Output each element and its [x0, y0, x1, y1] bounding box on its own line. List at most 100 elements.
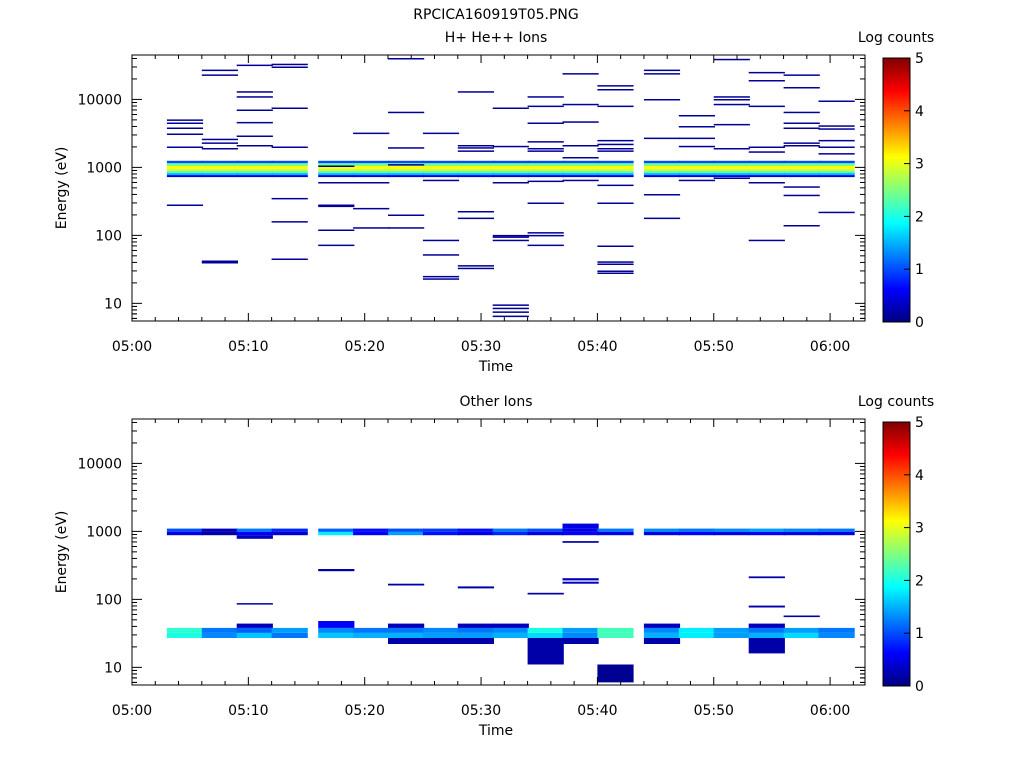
sparse-count-cell: [783, 186, 820, 188]
energy-band-cell: [748, 163, 785, 166]
sparse-count-cell: [492, 307, 529, 310]
energy-band-cell: [783, 168, 820, 172]
sparse-count-cell: [748, 146, 785, 148]
colorbar-tick-label: 0: [915, 679, 924, 695]
sparse-count-cell: [271, 146, 308, 148]
sparse-count-cell: [457, 217, 494, 220]
energy-band-cell: [783, 165, 820, 169]
energy-band-cell: [271, 175, 308, 178]
bottom-colorbar-ticks: 0 1 2 3 4 5: [904, 415, 924, 695]
energy-band-cell: [492, 163, 529, 166]
y-tick-label: 10: [104, 296, 122, 312]
sparse-count-cell: [597, 263, 634, 265]
top-colorbar: [882, 57, 911, 323]
high-energy-cell: [527, 528, 564, 532]
sparse-count-cell: [562, 179, 599, 182]
energy-band-cell: [388, 165, 425, 169]
sparse-count-cell: [783, 74, 820, 76]
energy-band-cell: [562, 173, 599, 176]
x-tick-label: 05:30: [461, 339, 501, 355]
energy-band-cell: [318, 175, 355, 178]
sparse-count-cell: [492, 236, 529, 238]
sparse-count-cell: [562, 541, 599, 543]
low-energy-cell: [353, 627, 390, 633]
energy-band-cell: [643, 171, 681, 174]
high-energy-cell: [678, 531, 715, 536]
energy-band-cell: [818, 163, 855, 166]
sparse-count-cell: [388, 583, 425, 586]
energy-band-cell: [236, 165, 273, 169]
energy-band-cell: [713, 168, 750, 172]
energy-band-cell: [201, 165, 238, 169]
energy-band-cell: [236, 171, 273, 174]
sparse-count-cell: [597, 664, 634, 683]
colorbar-tick-label: 0: [915, 315, 924, 331]
energy-band-cell: [492, 173, 529, 176]
sparse-count-cell: [353, 182, 390, 184]
energy-band-cell: [597, 168, 634, 172]
low-energy-cell: [643, 627, 681, 633]
energy-band-cell: [318, 160, 355, 164]
sparse-count-cell: [201, 260, 238, 262]
high-energy-cell: [562, 531, 599, 536]
sparse-count-cell: [748, 71, 785, 74]
high-energy-cell: [818, 531, 855, 536]
energy-band-cell: [166, 168, 204, 172]
energy-band-cell: [422, 175, 460, 178]
top-panel-title: H+ He++ Ions: [445, 30, 548, 46]
sparse-count-cell: [783, 127, 820, 129]
energy-band-cell: [818, 171, 855, 174]
sparse-count-cell: [236, 64, 273, 67]
energy-band-cell: [783, 160, 820, 164]
sparse-count-cell: [457, 91, 494, 93]
energy-band-cell: [678, 171, 715, 174]
energy-band-cell: [318, 173, 355, 176]
energy-band-cell: [713, 173, 750, 176]
colorbar-tick-label: 4: [915, 468, 924, 484]
x-tick-label: 05:30: [461, 703, 501, 719]
low-energy-cell: [678, 633, 715, 638]
sparse-count-cell: [748, 151, 785, 153]
energy-band-cell: [492, 171, 529, 174]
sparse-count-cell: [597, 270, 634, 272]
low-energy-cell: [527, 633, 564, 638]
energy-band-cell: [422, 160, 460, 164]
colorbar-tick-label: 1: [915, 262, 924, 278]
energy-band-cell: [236, 160, 273, 164]
sparse-count-cell: [271, 63, 308, 66]
low-energy-cell: [783, 627, 820, 633]
x-tick-label: 05:50: [694, 339, 734, 355]
sparse-count-cell: [318, 569, 355, 572]
high-energy-cell: [643, 528, 681, 532]
bottom-x-axis-label: Time: [478, 723, 513, 739]
energy-band-cell: [353, 175, 390, 178]
sparse-count-cell: [236, 603, 273, 605]
energy-band-cell: [562, 163, 599, 166]
high-energy-cell: [422, 528, 460, 532]
sparse-count-cell: [318, 165, 355, 167]
sparse-count-cell: [597, 272, 634, 274]
energy-band-cell: [562, 160, 599, 164]
sparse-count-cell: [236, 96, 273, 98]
sparse-count-cell: [422, 179, 460, 182]
sparse-count-cell: [783, 122, 820, 124]
x-tick-label: 06:00: [810, 339, 850, 355]
low-energy-cell: [678, 627, 715, 633]
low-energy-cell: [457, 633, 494, 638]
figure-title: RPCICA160919T05.PNG: [413, 7, 578, 23]
energy-band-cell: [713, 171, 750, 174]
energy-band-cell: [388, 168, 425, 172]
energy-band-cell: [236, 168, 273, 172]
colorbar-tick-label: 3: [915, 157, 924, 173]
low-energy-cell: [422, 627, 460, 633]
energy-band-cell: [527, 160, 564, 164]
y-tick-label: 100: [95, 228, 122, 244]
energy-band-cell: [318, 168, 355, 172]
x-tick-label: 05:00: [112, 703, 152, 719]
energy-band-cell: [713, 175, 750, 178]
energy-band-cell: [748, 160, 785, 164]
energy-band-cell: [388, 175, 425, 178]
sparse-count-cell: [527, 592, 564, 595]
energy-band-cell: [388, 160, 425, 164]
sparse-count-cell: [643, 217, 681, 220]
